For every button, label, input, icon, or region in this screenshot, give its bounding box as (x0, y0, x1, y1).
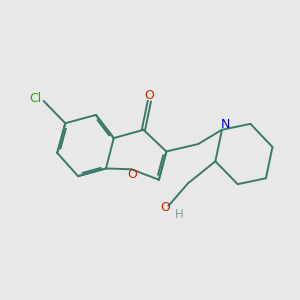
Text: N: N (221, 118, 230, 131)
Text: O: O (127, 168, 137, 181)
Text: O: O (160, 201, 170, 214)
Text: H: H (175, 208, 184, 221)
Text: Cl: Cl (29, 92, 41, 105)
Text: O: O (145, 89, 154, 102)
